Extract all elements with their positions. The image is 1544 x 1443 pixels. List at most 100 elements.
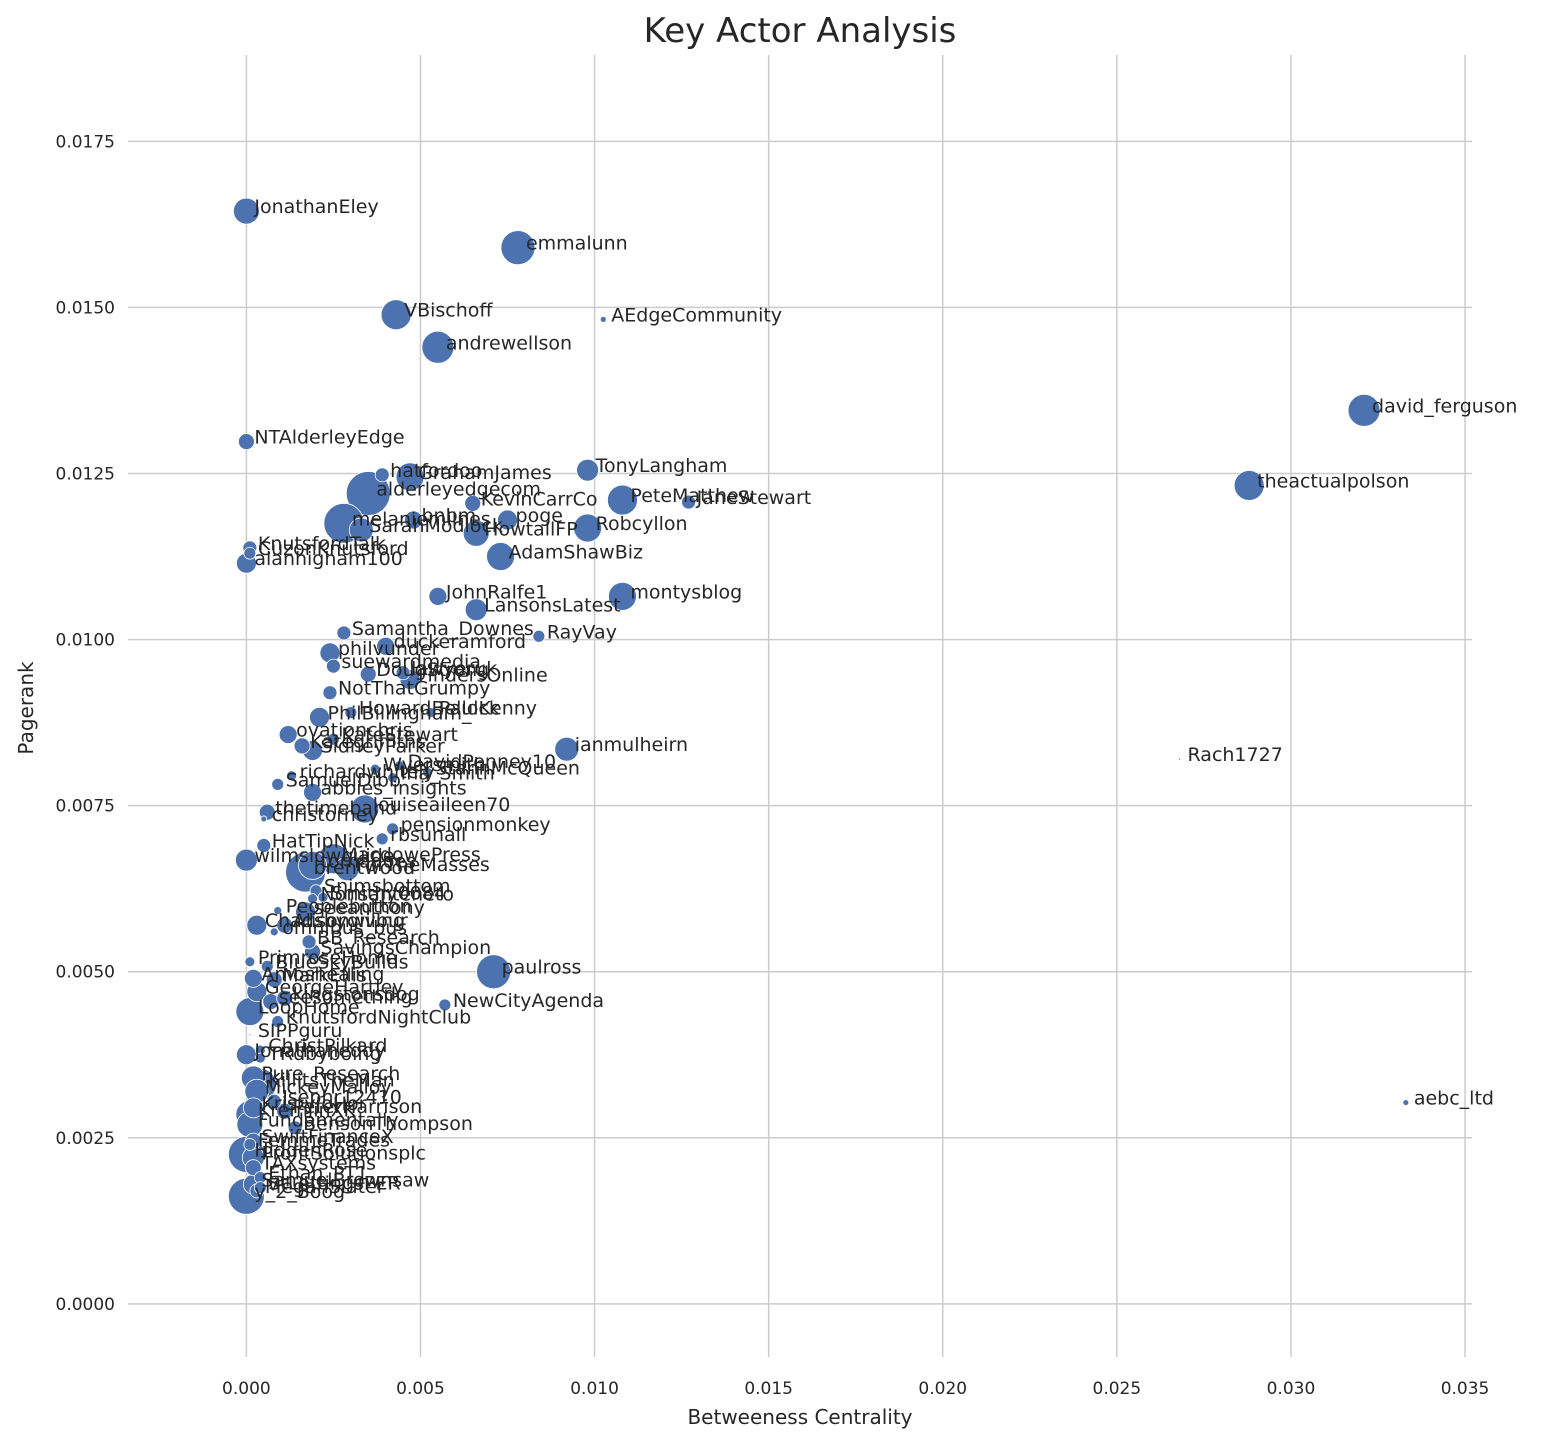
point-label: Ethan_PT1 [268,1163,368,1185]
point-label: KevinCarrCo [481,488,598,510]
data-point [254,1052,266,1064]
data-point [295,901,316,923]
point-label: y_2_Boog [254,1181,345,1203]
y-tick-label: 0.0075 [56,797,115,817]
point-label: philvunder [338,638,440,660]
data-point [425,707,437,719]
point-label: KnutsfordNightClub [286,1007,471,1029]
data-point [344,706,358,720]
point-label: Nonsanteneto [321,884,454,906]
point-label: SarahModlock [369,515,503,537]
point-label: andrewellson [446,332,572,354]
data-point [293,737,311,755]
data-point [462,519,490,547]
data-points [227,197,1410,1215]
data-point [317,891,329,903]
point-label: RayVay [547,621,617,643]
point-label: Snimsbottom [324,876,451,898]
data-point [303,782,322,802]
point-label: lawyeruk [411,658,497,680]
point-label: seesomething [279,987,413,1009]
data-point [348,517,374,543]
x-tick-label: 0.015 [744,1379,793,1399]
point-label: theactualpolson [1257,470,1409,492]
point-label: LoopHome [258,997,360,1019]
point-label: PeteMatthew [630,485,754,507]
data-point [380,299,412,331]
data-point [276,1102,294,1120]
point-label: NTAlderleyEdge [254,427,404,449]
data-point [301,934,317,950]
y-tick-label: 0.0125 [56,465,115,485]
data-point [253,1181,267,1195]
data-point [573,513,603,543]
point-label: TAXsystems [260,1153,376,1175]
data-point [576,458,600,482]
data-point [260,960,274,973]
point-label: PrimroseHome [258,947,397,969]
point-label: PeterHarrison [293,1096,422,1118]
point-label: ProfitSolutionsplc [261,1143,426,1165]
data-point [246,914,268,936]
point-label: HatTipNick [272,831,375,853]
data-point [271,777,285,791]
point-label: ChristPilkard [268,1035,387,1057]
data-point [286,770,298,782]
data-point [376,636,396,656]
point-label: LansonsLatest [484,595,620,617]
x-tick-label: 0.020 [918,1379,967,1399]
point-label: JaneStewart [696,487,812,509]
point-label: DavidPenney10 [408,751,557,773]
point-label: PaulKenny [439,698,537,720]
point-label: MarkEllis [282,965,367,987]
data-point [260,815,268,823]
point-label: KillitsTheMan [268,1070,394,1092]
data-point [243,546,257,560]
point-label: MeganSlater [265,1176,385,1198]
point-label: StLettingsPER [268,1173,400,1195]
point-label: SIPPguru [258,1020,343,1042]
point-label: GeorgeHartley [265,977,404,999]
data-point [307,893,318,905]
data-point [1178,757,1181,761]
y-tick-label: 0.0050 [56,963,115,983]
point-label: KnutsfordTalk [258,533,386,555]
point-label: FemmeTrades [258,1129,390,1151]
point-label: duckeramford [394,631,526,653]
data-point [265,971,283,989]
data-point [326,658,341,674]
point-label: AEdgeCommunity [611,304,782,326]
data-point [309,706,330,728]
point-label: TRdbyboing [267,1043,381,1065]
data-point [421,330,455,364]
point-label: MickeyMalloy [265,1076,392,1098]
point-label: Jonathaneddy [253,1040,385,1062]
point-label: StannMcQueen [435,757,580,779]
point-label: KristyJoHor [261,1093,366,1115]
data-point [375,832,389,846]
data-point [322,685,338,701]
point-label: JonathanEley [253,196,378,218]
data-point [607,484,638,516]
x-tick-labels: 0.000 0.005 0.010 0.015 0.020 0.025 0.030 0.035 [222,1379,1489,1399]
point-label: paulross [502,957,582,979]
data-point [278,725,298,744]
point-label: Alisonwilbur [293,910,408,932]
data-point [243,968,263,988]
point-label: wilmslowguide [254,845,394,867]
x-tick-label: 0.035 [1441,1379,1490,1399]
data-point [422,767,433,778]
point-label: MacdowePress [341,844,480,866]
data-point [327,732,340,746]
point-label: Ina_Smith [401,763,495,785]
data-point [608,581,637,611]
point-label: tornadoes [321,850,417,872]
point-label: louiseaileen70 [373,794,511,816]
data-point [298,851,327,880]
data-point [334,856,360,882]
y-tick-label: 0.0025 [56,1129,115,1149]
data-point [266,1093,282,1109]
point-label: NewCityAgenda [453,990,604,1012]
point-label: kingstonsdog [293,983,420,1005]
data-point [350,794,380,824]
